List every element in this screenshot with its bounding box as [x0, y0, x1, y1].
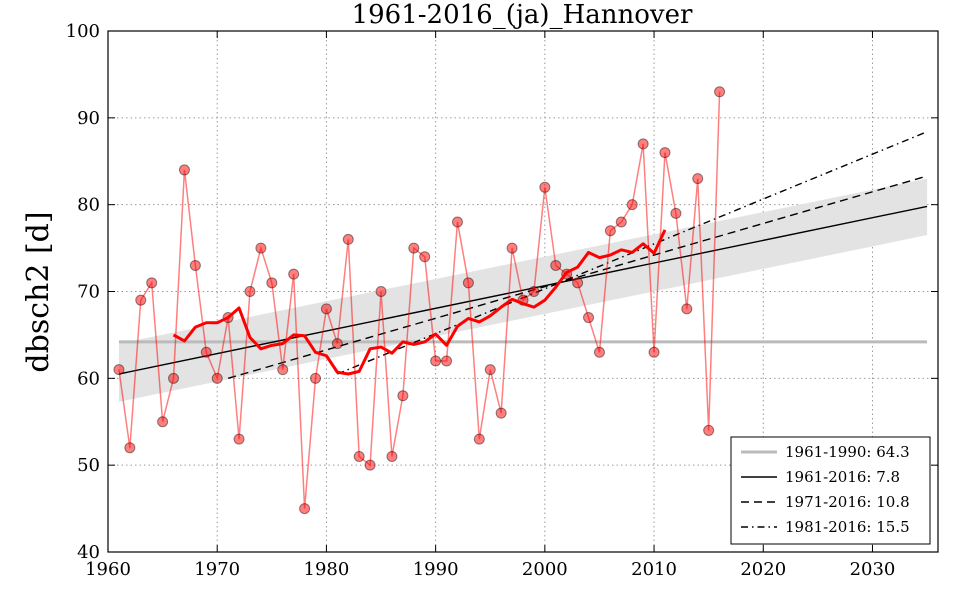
- observation-point: [670, 207, 682, 219]
- observation-point: [266, 277, 278, 289]
- x-tick-label: 2020: [740, 559, 786, 580]
- observation-point: [583, 312, 595, 324]
- y-tick-label: 90: [77, 108, 100, 129]
- observation-point: [320, 303, 332, 315]
- observation-point: [615, 216, 627, 228]
- observation-point: [714, 86, 726, 98]
- observation-point: [550, 259, 562, 271]
- x-tick-label: 2000: [522, 559, 568, 580]
- observation-point: [473, 433, 485, 445]
- observation-point: [604, 225, 616, 237]
- observation-point: [375, 286, 387, 297]
- observation-point: [451, 216, 463, 228]
- observation-point: [157, 416, 169, 428]
- legend-label: 1981-2016: 15.5: [785, 518, 910, 536]
- x-tick-label: 1960: [85, 559, 131, 580]
- observation-point: [441, 355, 453, 367]
- observation-point: [146, 277, 158, 289]
- observation-point: [659, 147, 671, 159]
- observation-point: [299, 503, 311, 515]
- observation-point: [397, 390, 409, 402]
- observation-point: [288, 268, 300, 280]
- y-tick-label: 100: [66, 21, 100, 42]
- y-tick-label: 70: [77, 282, 100, 303]
- observation-point: [353, 450, 365, 462]
- y-tick-label: 50: [77, 455, 100, 476]
- observation-point: [495, 407, 507, 419]
- x-tick-label: 1980: [304, 559, 350, 580]
- legend-label: 1961-1990: 64.3: [785, 443, 910, 461]
- observation-point: [331, 338, 343, 350]
- observation-point: [113, 364, 125, 376]
- observation-point: [419, 251, 431, 263]
- observation-point: [310, 372, 321, 384]
- legend-label: 1971-2016: 10.8: [785, 493, 910, 511]
- observation-point: [593, 346, 605, 358]
- observation-point: [528, 286, 540, 297]
- observation-point: [430, 355, 442, 367]
- y-tick-label: 80: [77, 195, 100, 216]
- observation-point: [648, 346, 660, 358]
- x-tick-label: 2030: [850, 559, 896, 580]
- trend-line-2: [118, 205, 928, 375]
- observation-point: [462, 277, 474, 289]
- observation-point: [484, 364, 496, 376]
- y-axis-label: dbsch2 [d]: [21, 211, 56, 372]
- observation-point: [124, 442, 136, 454]
- observation-point: [637, 138, 649, 150]
- legend-box: [730, 436, 931, 545]
- legend: 1961-1990: 64.3 1961-2016: 7.8 1971-2016: …: [730, 436, 931, 545]
- observation-point: [277, 364, 289, 376]
- observation-point: [255, 242, 267, 254]
- observation-point: [408, 242, 420, 254]
- observation-point: [135, 294, 147, 306]
- observation-point: [244, 286, 256, 297]
- observation-point: [386, 450, 398, 462]
- observation-point: [211, 372, 223, 384]
- x-tick-label: 1970: [194, 559, 240, 580]
- x-tick-label: 2010: [631, 559, 677, 580]
- observation-point: [233, 433, 245, 445]
- observation-point: [692, 173, 704, 185]
- y-tick-label: 40: [77, 542, 100, 563]
- observation-point: [539, 181, 551, 193]
- observation-point: [681, 303, 693, 315]
- y-tick-label: 60: [77, 368, 100, 389]
- axis-ticks: 1960 1970 1980 1990 2000 2010 2020 2030 40 50 60 70…: [66, 21, 938, 580]
- observation-point: [364, 459, 376, 471]
- trend-line-3: [227, 175, 928, 380]
- observation-point: [626, 199, 638, 211]
- observation-point: [572, 277, 584, 289]
- observation-point: [189, 259, 201, 271]
- moving-average-line: [172, 229, 667, 376]
- legend-label: 1961-2016: 7.8: [785, 468, 900, 486]
- observation-point: [342, 233, 354, 245]
- observation-point: [168, 372, 180, 384]
- plot-area: 1960 1970 1980 1990 2000 2010 2020 2030 40 50 60 70…: [66, 21, 939, 580]
- observation-point: [703, 424, 715, 436]
- observation-point: [200, 346, 212, 358]
- chart-title: 1961-2016_(ja)_Hannover: [352, 0, 693, 30]
- x-tick-label: 1990: [413, 559, 459, 580]
- observation-point: [506, 242, 518, 254]
- observation-point: [178, 164, 190, 176]
